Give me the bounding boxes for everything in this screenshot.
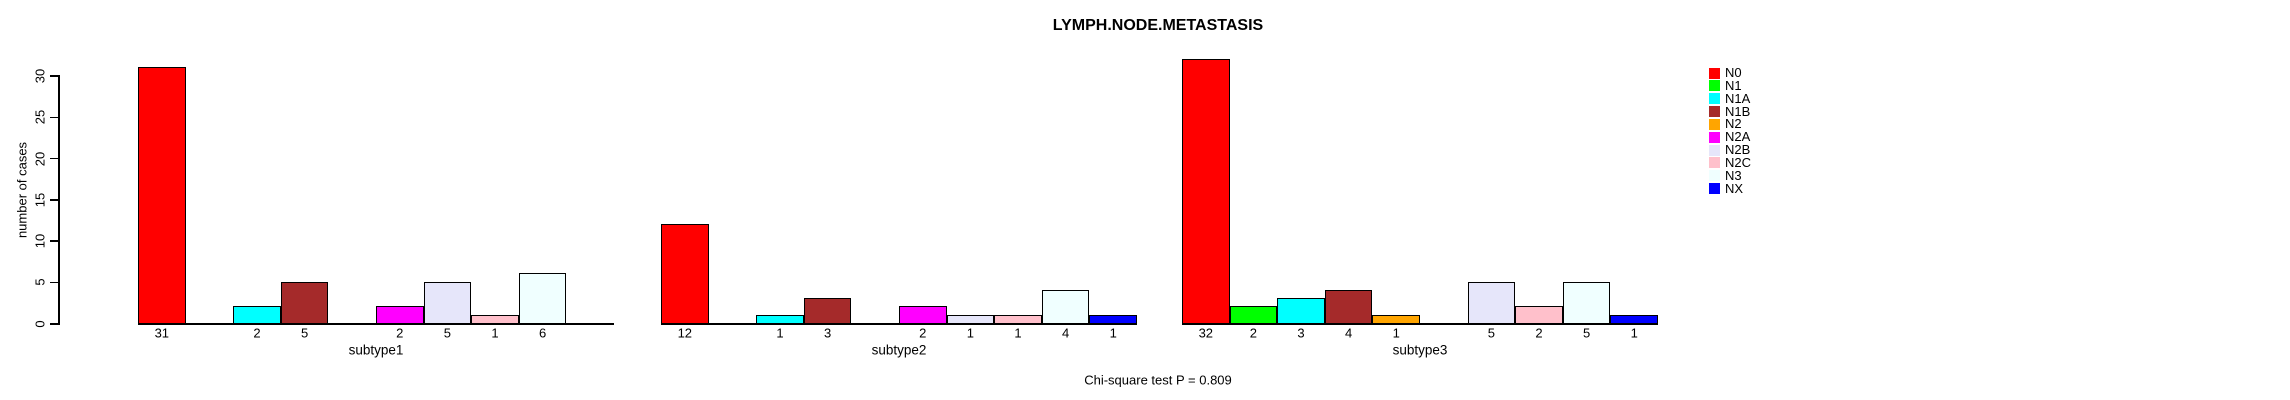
- legend-label-NX: NX: [1725, 180, 1744, 196]
- bar-subtype2-N2B: [946, 314, 995, 325]
- bar-count-label: 1: [1392, 325, 1400, 341]
- bar-count-label: 12: [677, 325, 693, 341]
- legend-swatch-N2: [1709, 118, 1720, 130]
- bar-subtype3-N0: [1182, 58, 1230, 325]
- bar-count-label: 1: [966, 325, 975, 341]
- bar-subtype2-N0: [661, 223, 709, 325]
- bar-subtype1-N1B: [280, 281, 329, 325]
- bar-count-label: 4: [1061, 325, 1070, 341]
- bar-count-label: 2: [396, 325, 404, 341]
- legend-swatch-NX: [1709, 183, 1720, 195]
- bar-count-label: 5: [300, 325, 309, 341]
- y-axis-label: number of cases: [14, 141, 30, 239]
- bar-subtype1-N2A: [376, 306, 424, 325]
- bar-count-label: 3: [823, 325, 832, 341]
- y-tick-label: 20: [32, 151, 48, 166]
- y-tick-label: 25: [32, 110, 48, 125]
- bar-count-label: 1: [776, 325, 784, 341]
- bar-subtype2-NX: [1089, 314, 1137, 325]
- legend-label-N2A: N2A: [1725, 129, 1751, 145]
- legend-label-N1: N1: [1725, 77, 1742, 93]
- y-tick-label: 30: [32, 68, 48, 84]
- group-label-subtype2: subtype2: [871, 342, 927, 358]
- bar-subtype1-N1A: [233, 306, 281, 325]
- legend-swatch-N1: [1709, 80, 1720, 92]
- bar-count-label: 1: [491, 325, 499, 341]
- bar-count-label: 2: [253, 325, 261, 341]
- legend-label-N2B: N2B: [1725, 142, 1751, 158]
- bar-subtype1-N2B: [423, 281, 472, 325]
- chart-title: LYMPH.NODE.METASTASIS: [1052, 17, 1264, 34]
- bar-count-label: 5: [443, 325, 452, 341]
- chi-square-annotation: Chi-square test P = 0.809: [1084, 372, 1232, 388]
- y-tick-label: 0: [32, 320, 48, 328]
- bar-count-label: 32: [1198, 325, 1214, 341]
- legend-swatch-N3: [1709, 170, 1720, 182]
- bar-subtype2-N3: [1041, 289, 1090, 325]
- y-tick: [50, 323, 58, 325]
- x-axis-line: [1182, 323, 1658, 325]
- y-tick: [50, 199, 58, 201]
- bar-subtype3-N2C: [1515, 306, 1563, 325]
- bar-count-label: 5: [1582, 325, 1591, 341]
- bar-subtype1-N2C: [471, 314, 519, 325]
- bar-subtype1-N3: [518, 273, 567, 325]
- y-tick-label: 10: [32, 233, 48, 249]
- bar-count-label: 1: [1014, 325, 1022, 341]
- y-tick: [50, 116, 58, 118]
- bar-subtype1-N0: [138, 66, 186, 325]
- y-tick-label: 5: [32, 278, 48, 287]
- bar-subtype3-N1B: [1324, 289, 1373, 325]
- legend-label-N2C: N2C: [1725, 154, 1752, 170]
- bar-count-label: 6: [538, 325, 547, 341]
- bar-count-label: 1: [1630, 325, 1638, 341]
- bar-count-label: 31: [154, 325, 170, 341]
- legend-swatch-N1A: [1709, 93, 1720, 105]
- bar-count-label: 5: [1487, 325, 1496, 341]
- bar-subtype3-N2: [1372, 314, 1420, 325]
- legend-label-N3: N3: [1725, 167, 1742, 183]
- bar-subtype2-N1A: [756, 314, 804, 325]
- legend-label-N2: N2: [1725, 116, 1742, 132]
- y-axis-line: [58, 75, 60, 325]
- y-tick: [50, 157, 58, 160]
- bar-subtype2-N2C: [994, 314, 1042, 325]
- bar-subtype2-N1B: [803, 298, 852, 325]
- legend-label-N0: N0: [1725, 65, 1742, 80]
- bar-subtype3-N3: [1562, 281, 1611, 325]
- legend-swatch-N0: [1709, 67, 1720, 79]
- group-label-subtype1: subtype1: [348, 342, 404, 358]
- y-tick-label: 15: [32, 192, 48, 208]
- legend-swatch-N2A: [1709, 131, 1720, 143]
- group-label-subtype3: subtype3: [1392, 342, 1448, 358]
- legend-swatch-N1B: [1709, 106, 1720, 118]
- legend-swatch-N2C: [1709, 157, 1720, 169]
- bar-count-label: 3: [1297, 325, 1305, 341]
- bar-subtype3-N1A: [1277, 298, 1325, 325]
- bar-subtype2-N2A: [899, 306, 947, 325]
- bar-subtype3-NX: [1610, 314, 1658, 325]
- y-tick: [50, 240, 58, 242]
- bar-subtype3-N2B: [1467, 281, 1516, 325]
- bar-count-label: 2: [1535, 325, 1543, 341]
- bar-count-label: 2: [1249, 325, 1258, 341]
- bar-count-label: 2: [919, 325, 927, 341]
- legend-swatch-N2B: [1709, 144, 1720, 156]
- legend-label-N1B: N1B: [1725, 103, 1751, 119]
- legend-label-N1A: N1A: [1725, 90, 1751, 106]
- bar-subtype3-N1: [1229, 306, 1278, 325]
- y-tick: [50, 75, 58, 77]
- y-tick: [50, 281, 58, 284]
- bar-count-label: 4: [1344, 325, 1353, 341]
- bar-count-label: 1: [1109, 325, 1117, 341]
